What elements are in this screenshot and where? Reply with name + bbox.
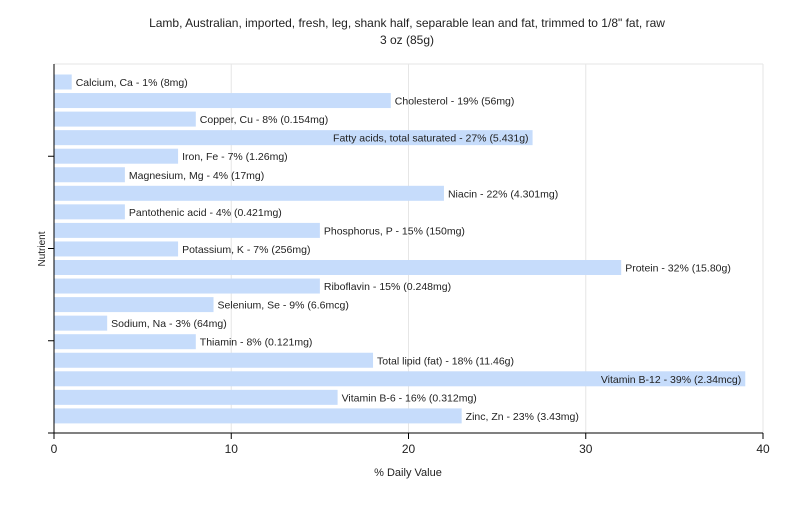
bar — [54, 111, 196, 127]
bar-label: Copper, Cu - 8% (0.154mg) — [200, 114, 328, 126]
bar — [54, 74, 72, 90]
bar — [54, 241, 179, 257]
chart-subtitle: 3 oz (85g) — [380, 33, 434, 47]
bar-label: Niacin - 22% (4.301mg) — [448, 188, 558, 200]
bar-label: Calcium, Ca - 1% (8mg) — [76, 77, 188, 89]
axes: 0 10 20 30 40 — [48, 64, 770, 456]
bar-label: Total lipid (fat) - 18% (11.46g) — [377, 355, 514, 367]
bar — [54, 167, 125, 183]
x-tick-label: 20 — [402, 442, 416, 456]
x-tick-label: 10 — [225, 442, 239, 456]
x-tick-label: 0 — [51, 442, 58, 456]
bar-label: Potassium, K - 7% (256mg) — [182, 244, 310, 256]
x-tick-label: 30 — [579, 442, 593, 456]
bar — [54, 278, 320, 294]
bar-label: Iron, Fe - 7% (1.26mg) — [182, 151, 288, 163]
bar — [54, 408, 462, 424]
bar — [54, 352, 374, 368]
x-axis-label: % Daily Value — [374, 467, 442, 479]
bar — [54, 334, 196, 350]
bars: Calcium, Ca - 1% (8mg) Cholesterol - 19% … — [54, 74, 746, 424]
bar-label: Selenium, Se - 9% (6.6mcg) — [218, 300, 349, 312]
bar — [54, 371, 746, 387]
bar — [54, 260, 622, 275]
bar-label: Thiamin - 8% (0.121mg) — [200, 337, 313, 349]
bar-label: Vitamin B-12 - 39% (2.34mcg) — [601, 374, 741, 386]
bar — [54, 93, 391, 109]
bar-label: Protein - 32% (15.80g) — [625, 263, 731, 275]
bar-label: Pantothenic acid - 4% (0.421mg) — [129, 207, 282, 219]
bar-label: Sodium, Na - 3% (64mg) — [111, 318, 227, 330]
bar — [54, 148, 179, 164]
y-axis-label: Nutrient — [37, 231, 48, 266]
bar-label: Zinc, Zn - 23% (3.43mg) — [466, 411, 579, 423]
bar — [54, 297, 214, 313]
bar-label: Riboflavin - 15% (0.248mg) — [324, 281, 451, 293]
bar — [54, 315, 108, 331]
bar — [54, 185, 444, 201]
x-tick-label: 40 — [756, 442, 770, 456]
bar-label: Cholesterol - 19% (56mg) — [395, 96, 515, 108]
bar-label: Fatty acids, total saturated - 27% (5.43… — [333, 133, 529, 145]
chart-title: Lamb, Australian, imported, fresh, leg, … — [149, 16, 665, 30]
bar — [54, 222, 320, 238]
bar — [54, 204, 125, 220]
bar-label: Phosphorus, P - 15% (150mg) — [324, 225, 465, 237]
bar — [54, 130, 533, 146]
bar-label: Vitamin B-6 - 16% (0.312mg) — [342, 392, 477, 404]
bar — [54, 389, 338, 405]
bar-label: Magnesium, Mg - 4% (17mg) — [129, 170, 264, 182]
